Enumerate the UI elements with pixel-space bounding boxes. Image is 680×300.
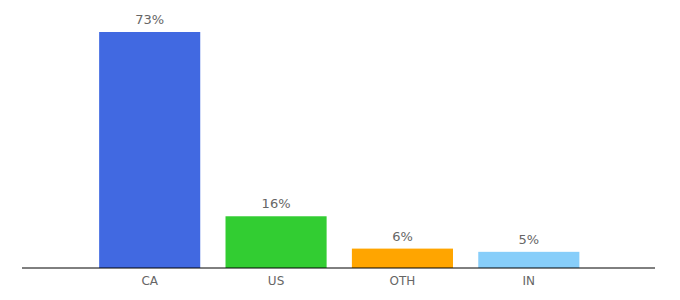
- bar: [99, 32, 200, 268]
- bar: [478, 252, 579, 268]
- x-tick-label: OTH: [390, 274, 416, 288]
- bar: [352, 249, 453, 268]
- bar: [226, 216, 327, 268]
- chart-container: 73% 16% 6% 5% CA US OTH IN: [0, 0, 680, 300]
- data-label: 6%: [392, 229, 413, 244]
- x-tick-label: US: [268, 274, 284, 288]
- x-axis-line: [22, 268, 655, 269]
- data-label: 16%: [262, 196, 291, 211]
- bars: [99, 32, 579, 268]
- data-label: 5%: [519, 232, 540, 247]
- x-tick-label: CA: [141, 274, 158, 288]
- data-label: 73%: [135, 12, 164, 27]
- x-tick-label: IN: [523, 274, 536, 288]
- data-labels: 73% 16% 6% 5%: [135, 12, 539, 247]
- chart-svg: 73% 16% 6% 5% CA US OTH IN: [0, 0, 680, 300]
- x-tick-labels: CA US OTH IN: [141, 274, 535, 288]
